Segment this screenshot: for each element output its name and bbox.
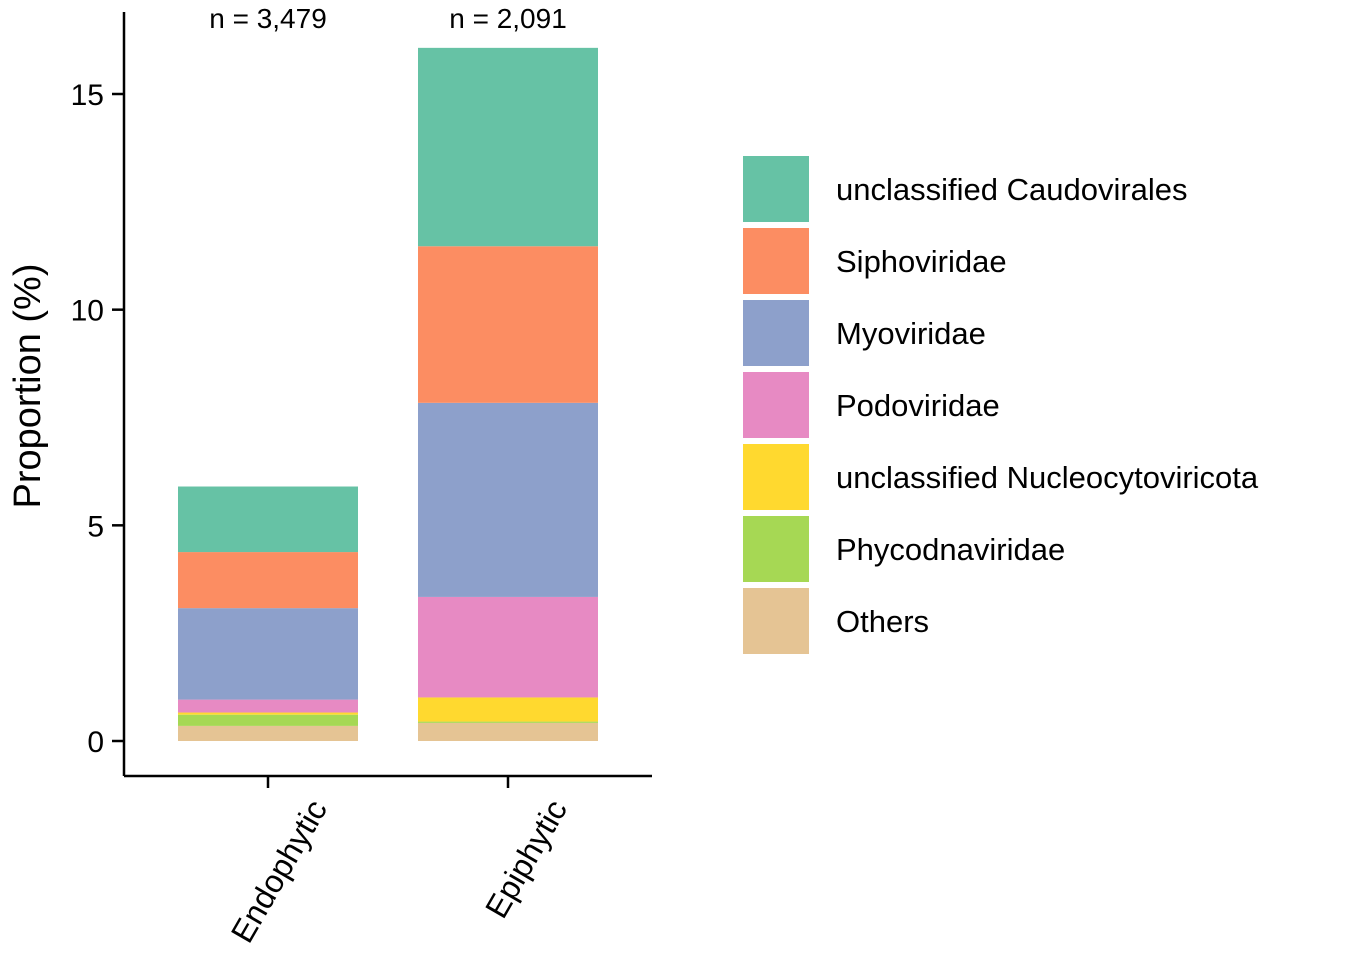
y-tick-label: 0 xyxy=(87,726,104,759)
bars-group xyxy=(178,47,598,741)
bar-endophytic-unclassified-caudovirales xyxy=(178,486,358,553)
x-tick-label-endophytic: Endophytic xyxy=(224,794,334,949)
bar-epiphytic-siphoviridae xyxy=(418,246,598,403)
x-tick-label-epiphytic: Epiphytic xyxy=(478,794,574,924)
x-ticks-group: Endophytic Epiphytic xyxy=(224,776,574,949)
legend-swatch-phycodnaviridae xyxy=(743,516,809,582)
y-tick-label: 15 xyxy=(71,79,104,112)
y-axis-title: Proportion (%) xyxy=(7,264,49,509)
bar-endophytic-unclassified-nucleocytoviricota xyxy=(178,712,358,715)
legend-swatch-podoviridae xyxy=(743,372,809,438)
bar-endophytic-podoviridae xyxy=(178,699,358,713)
legend-label-others: Others xyxy=(836,604,929,639)
bar-epiphytic-podoviridae xyxy=(418,596,598,698)
bar-endophytic-myoviridae xyxy=(178,608,358,700)
bar-epiphytic-unclassified-nucleocytoviricota xyxy=(418,697,598,722)
sample-size-label: n = 2,091 xyxy=(449,3,567,34)
legend-label-siphoviridae: Siphoviridae xyxy=(836,244,1007,279)
bar-endophytic-others xyxy=(178,725,358,741)
legend-swatch-siphoviridae xyxy=(743,228,809,294)
legend-swatch-unclassified-caudovirales xyxy=(743,156,809,222)
bar-epiphytic-phycodnaviridae xyxy=(418,721,598,723)
axes-group xyxy=(122,12,652,778)
legend-label-podoviridae: Podoviridae xyxy=(836,388,1000,423)
y-ticks-group: 0 5 10 15 xyxy=(71,79,124,759)
bar-epiphytic-unclassified-caudovirales xyxy=(418,47,598,247)
legend-label-phycodnaviridae: Phycodnaviridae xyxy=(836,532,1065,567)
legend-label-unclassified-caudovirales: unclassified Caudovirales xyxy=(836,172,1188,207)
legend-swatch-myoviridae xyxy=(743,300,809,366)
legend: unclassified Caudovirales Siphoviridae Myo… xyxy=(743,156,1259,654)
bar-epiphytic-others xyxy=(418,722,598,741)
y-tick-label: 5 xyxy=(87,510,104,543)
sample-size-label: n = 3,479 xyxy=(209,3,327,34)
bar-endophytic-siphoviridae xyxy=(178,552,358,609)
bar-endophytic-phycodnaviridae xyxy=(178,714,358,726)
legend-swatch-others xyxy=(743,588,809,654)
y-tick-label: 10 xyxy=(71,295,104,328)
legend-swatch-unclassified-nucleocytoviricota xyxy=(743,444,809,510)
sample-size-labels: n = 3,479 n = 2,091 xyxy=(209,3,567,34)
legend-label-unclassified-nucleocytoviricota: unclassified Nucleocytoviricota xyxy=(836,460,1259,495)
legend-label-myoviridae: Myoviridae xyxy=(836,316,986,351)
bar-epiphytic-myoviridae xyxy=(418,402,598,597)
